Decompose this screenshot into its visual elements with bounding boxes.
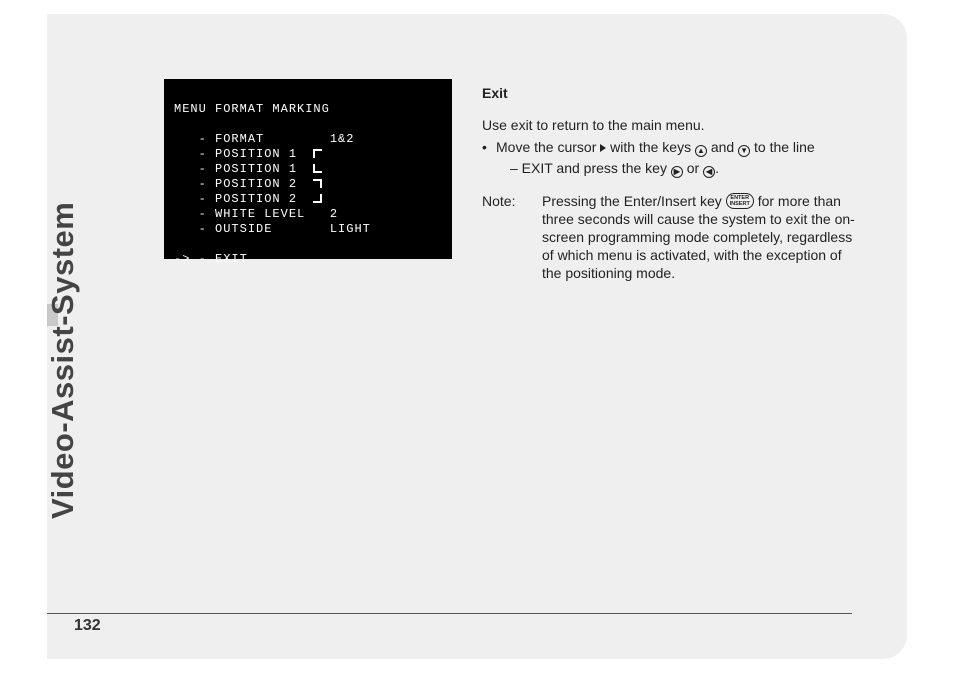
t: Move the cursor <box>496 139 600 155</box>
osd-row-label: FORMAT <box>215 132 264 146</box>
key-enter-insert-icon: ENTERINSERT <box>726 193 754 209</box>
body-bullet: • Move the cursor with the keys ▲ and ▼ … <box>482 138 862 157</box>
key-down-icon: ▼ <box>738 145 750 157</box>
t: with the keys <box>606 139 695 155</box>
note-label: Note: <box>482 192 542 282</box>
osd-row-label: POSITION 2 <box>215 192 297 206</box>
osd-row-label: WHITE LEVEL <box>215 207 305 221</box>
osd-exit-row: -> - EXIT <box>174 252 248 266</box>
note-text: Pressing the Enter/Insert key ENTERINSER… <box>542 192 862 282</box>
bullet-line2: – EXIT and press the key ▶ or ◀. <box>482 159 862 178</box>
body-p1: Use exit to return to the main menu. <box>482 116 862 134</box>
t: or <box>683 160 703 176</box>
bullet-text: Move the cursor with the keys ▲ and ▼ to… <box>496 138 815 157</box>
corner-bl-icon <box>313 164 322 173</box>
osd-row-value: LIGHT <box>330 222 371 236</box>
key-up-icon: ▲ <box>695 145 707 157</box>
t: and <box>707 139 738 155</box>
footer-rule <box>47 613 852 614</box>
page-number: 132 <box>74 617 101 635</box>
corner-tl-icon <box>313 149 322 158</box>
corner-tr-icon <box>313 179 322 188</box>
body-heading: Exit <box>482 84 862 102</box>
key-left-icon: ◀ <box>703 166 715 178</box>
osd-menu-screenshot: MENU FORMAT MARKING - FORMAT 1&2 - POSIT… <box>164 79 452 259</box>
t: Pressing the Enter/Insert key <box>542 193 726 209</box>
corner-br-icon <box>313 194 322 203</box>
osd-title: MENU FORMAT MARKING <box>174 102 330 116</box>
body-column: Exit Use exit to return to the main menu… <box>482 84 862 282</box>
osd-row-label: OUTSIDE <box>215 222 272 236</box>
osd-row-label: POSITION 2 <box>215 177 297 191</box>
key-right-icon: ▶ <box>671 166 683 178</box>
t: . <box>715 160 719 176</box>
osd-row-label: POSITION 1 <box>215 147 297 161</box>
osd-row-value: 2 <box>330 207 338 221</box>
t: – EXIT and press the key <box>510 160 671 176</box>
section-title: Video-Assist-System <box>45 202 81 519</box>
osd-row-label: POSITION 1 <box>215 162 297 176</box>
manual-page: Video-Assist-System MENU FORMAT MARKING … <box>47 14 907 659</box>
osd-row-value: 1&2 <box>330 132 355 146</box>
bullet-dot: • <box>482 138 496 157</box>
t: to the line <box>750 139 815 155</box>
note-block: Note: Pressing the Enter/Insert key ENTE… <box>482 192 862 282</box>
